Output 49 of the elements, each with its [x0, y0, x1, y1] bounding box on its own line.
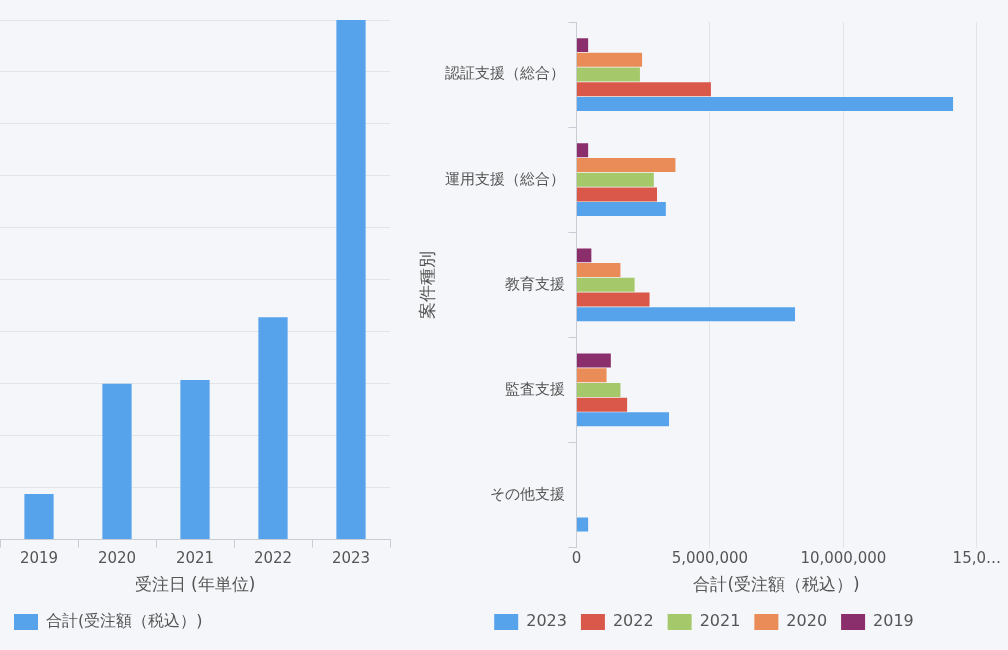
y-tick-label: 監査支援 [505, 379, 566, 398]
x-axis-title: 合計(受注額（税込）) [693, 574, 860, 595]
legend-label: 合計(受注額（税込）) [46, 611, 203, 631]
bar [576, 248, 592, 263]
x-axis-title: 受注日 (年単位) [134, 574, 256, 595]
bar [576, 277, 635, 292]
y-tick-label: 教育支援 [505, 274, 566, 293]
x-tick-label: 2021 [175, 549, 215, 568]
bar [576, 202, 666, 217]
x-tick-label: 2023 [331, 549, 371, 568]
legend-label: 2022 [612, 611, 654, 631]
bar [576, 368, 607, 383]
bar [576, 412, 670, 427]
bar [576, 82, 711, 97]
x-tick-label: 15,0… [952, 549, 1001, 568]
legend-label: 2021 [699, 611, 741, 631]
bar [180, 380, 210, 540]
x-tick-label: 2019 [19, 549, 59, 568]
bar [102, 383, 132, 540]
x-tick-label: 2020 [97, 549, 137, 568]
bar [336, 20, 366, 540]
bar [576, 263, 621, 278]
x-tick-label: 5,000,000 [671, 549, 749, 568]
legend-label: 2019 [873, 611, 914, 631]
bar [576, 67, 640, 82]
bar [576, 517, 589, 532]
bar [576, 143, 589, 158]
bar [576, 292, 650, 307]
bar [576, 382, 621, 397]
bar [576, 52, 643, 67]
x-tick-label: 2022 [253, 549, 293, 568]
legend-label: 2023 [526, 611, 567, 631]
bar [576, 172, 654, 187]
y-tick-label: その他支援 [490, 484, 566, 503]
bar [24, 493, 54, 540]
x-tick-label: 0 [571, 549, 582, 568]
bar [576, 187, 658, 202]
x-tick-label: 10,000,000 [800, 549, 887, 568]
y-tick-label: 運用支援（総合） [445, 169, 566, 188]
bar [576, 38, 589, 53]
bar [576, 157, 676, 172]
bar [576, 353, 611, 368]
legend-label: 2020 [786, 611, 828, 631]
bar [576, 397, 628, 412]
bar [258, 317, 288, 540]
bar [576, 97, 954, 111]
bar [576, 307, 796, 322]
y-axis-title: 案件種別 [416, 250, 437, 319]
y-tick-label: 認証支援（総合） [445, 64, 566, 83]
